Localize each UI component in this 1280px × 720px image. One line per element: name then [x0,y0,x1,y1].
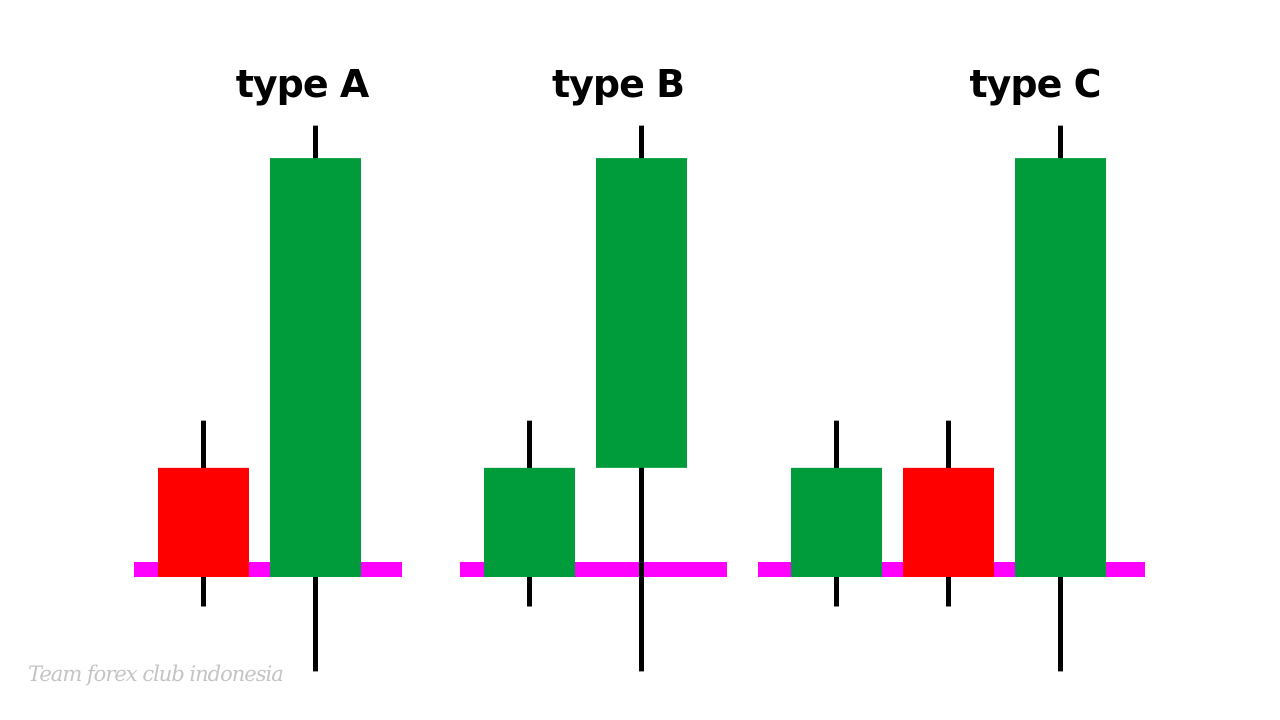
candle-body [484,467,575,577]
watermark: Team forex club indonesia [28,662,284,686]
bullish-candle [484,420,575,607]
candle-body [596,158,687,468]
bullish-candle [596,125,687,672]
candle-body [158,467,249,577]
pattern-type-b: type B [460,62,727,672]
candle-body [1015,158,1106,577]
candle-body [903,467,994,577]
bullish-candle [270,125,361,672]
bullish-candle [1015,125,1106,672]
candle-body [791,467,882,577]
candle-body [270,158,361,577]
pattern-title: type B [552,62,684,106]
pattern-type-c: type C [758,62,1145,672]
pattern-title: type A [236,62,370,106]
pattern-title: type C [969,62,1100,106]
bearish-candle [158,420,249,607]
bullish-candle [791,420,882,607]
pattern-type-a: type A [134,62,402,672]
bearish-candle [903,420,994,607]
